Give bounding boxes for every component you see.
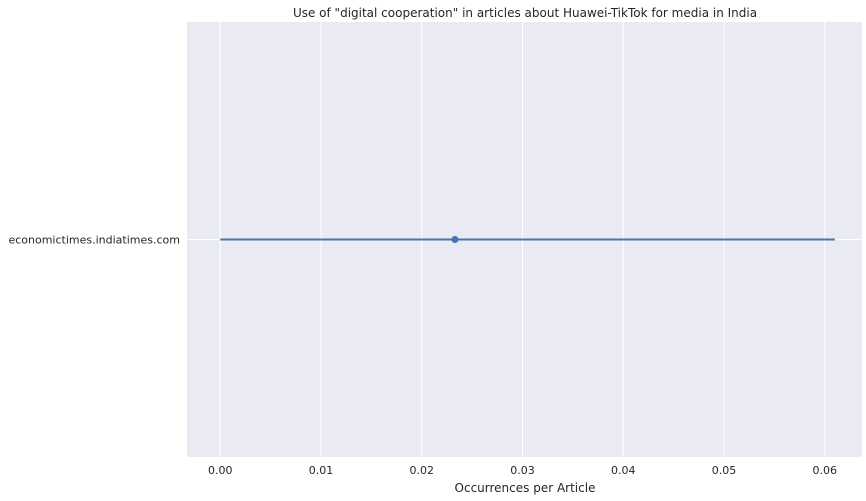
marks: [220, 236, 835, 243]
point-estimate: [451, 236, 459, 243]
y-tick-labels: economictimes.indiatimes.com: [8, 234, 180, 247]
x-tick-label: 0.02: [409, 464, 434, 477]
x-axis-label: Occurrences per Article: [455, 481, 596, 495]
x-tick-labels: 0.00 0.01 0.02 0.03 0.04 0.05 0.06: [208, 464, 837, 477]
x-tick-label: 0.04: [611, 464, 636, 477]
x-tick-label: 0.00: [208, 464, 233, 477]
x-tick-label: 0.03: [510, 464, 535, 477]
x-tick-label: 0.01: [309, 464, 334, 477]
chart-title: Use of "digital cooperation" in articles…: [293, 6, 757, 20]
x-tick-label: 0.05: [712, 464, 737, 477]
x-tick-label: 0.06: [812, 464, 837, 477]
y-tick-label: economictimes.indiatimes.com: [8, 234, 180, 247]
